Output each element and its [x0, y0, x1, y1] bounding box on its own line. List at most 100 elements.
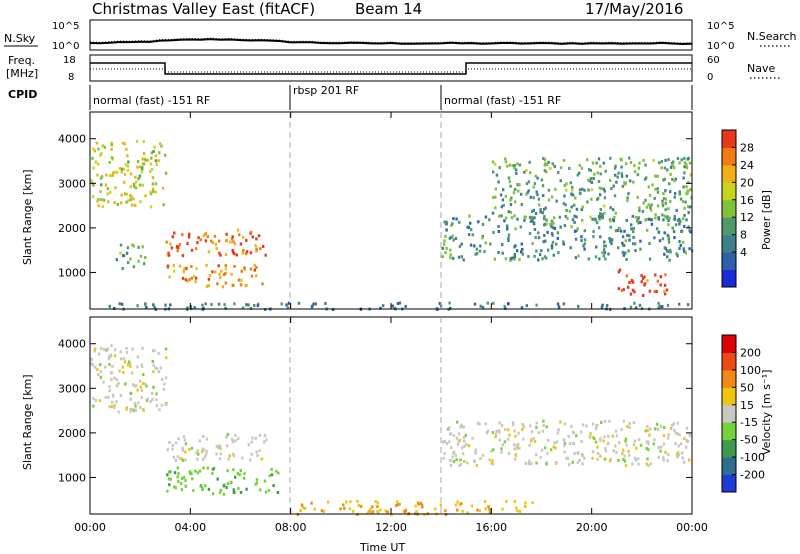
echo-cell — [549, 166, 552, 170]
echo-cell — [514, 434, 517, 438]
echo-cell — [107, 357, 111, 361]
echo-cell — [144, 302, 147, 306]
echo-cell — [264, 490, 268, 494]
echo-cell — [575, 207, 579, 211]
echo-cell — [645, 205, 649, 209]
echo-cell — [168, 483, 171, 487]
echo-cell — [507, 451, 511, 455]
echo-cell — [625, 174, 628, 178]
echo-cell — [674, 177, 677, 181]
echo-cell — [501, 198, 505, 202]
echo-cell — [591, 217, 594, 221]
echo-cell — [663, 289, 666, 293]
echo-cell — [376, 509, 379, 513]
echo-cell — [559, 179, 562, 183]
xtick-label: 16:00 — [475, 521, 507, 534]
echo-cell — [628, 281, 631, 284]
echo-cell — [624, 464, 628, 468]
echo-cell — [667, 453, 670, 457]
echo-cell — [576, 173, 579, 177]
echo-cell — [100, 198, 103, 202]
echo-cell — [590, 197, 593, 201]
echo-cell — [599, 193, 602, 197]
echo-cell — [615, 434, 619, 438]
echo-cell — [539, 455, 542, 459]
echo-cell — [604, 257, 607, 261]
echo-cell — [516, 509, 519, 513]
echo-cell — [576, 460, 580, 464]
ytick-label: 1000 — [58, 471, 86, 484]
echo-cell — [467, 444, 471, 448]
echo-cell — [646, 228, 649, 232]
echo-cell — [557, 428, 560, 432]
echo-cell — [473, 244, 476, 248]
echo-cell — [441, 440, 445, 444]
echo-cell — [559, 166, 563, 170]
echo-cell — [585, 424, 588, 428]
echo-cell — [154, 154, 158, 158]
echo-cell — [661, 305, 664, 309]
echo-cell — [592, 230, 595, 234]
echo-cell — [126, 168, 130, 172]
echo-cell — [682, 460, 686, 464]
echo-cell — [597, 180, 601, 183]
xtick-label: 12:00 — [375, 521, 407, 534]
echo-cell — [503, 428, 507, 431]
echo-cell — [176, 249, 179, 253]
echo-cell — [135, 139, 139, 143]
echo-cell — [564, 215, 567, 218]
echo-cell — [171, 235, 174, 239]
echo-cell — [249, 267, 253, 271]
echo-cell — [481, 222, 485, 226]
echo-cell — [525, 169, 528, 172]
echo-cell — [242, 248, 245, 252]
echo-cell — [134, 186, 138, 190]
echo-cell — [509, 184, 512, 188]
echo-cell — [115, 384, 119, 388]
echo-cell — [153, 349, 156, 353]
echo-cell — [484, 422, 487, 426]
echo-cell — [618, 227, 621, 230]
echo-cell — [606, 304, 609, 307]
echo-cell — [248, 458, 252, 462]
echo-cell — [419, 501, 423, 505]
echo-cell — [459, 458, 462, 462]
echo-cell — [660, 166, 663, 170]
echo-cell — [139, 254, 143, 258]
echo-cell — [452, 460, 456, 463]
echo-cell — [573, 452, 576, 456]
echo-cell — [547, 438, 550, 442]
echo-cell — [659, 283, 662, 287]
echo-cell — [628, 234, 631, 238]
echo-cell — [554, 187, 557, 191]
echo-cell — [507, 302, 510, 306]
echo-cell — [685, 426, 689, 430]
echo-cell — [174, 486, 177, 490]
echo-cell — [622, 288, 625, 292]
echo-cell — [129, 363, 132, 366]
colorbar-tick-label: 28 — [740, 141, 754, 154]
echo-cell — [381, 304, 385, 308]
echo-cell — [513, 447, 516, 451]
echo-cell — [255, 274, 258, 278]
echo-cell — [516, 162, 519, 166]
echo-cell — [642, 158, 645, 162]
echo-cell — [99, 176, 103, 180]
echo-cell — [232, 468, 235, 472]
echo-cell — [588, 168, 591, 172]
echo-cell — [140, 388, 143, 392]
echo-cell — [256, 304, 259, 308]
echo-cell — [258, 433, 262, 437]
echo-cell — [145, 306, 148, 309]
colorbar-tick-label: 200 — [740, 346, 761, 359]
echo-cell — [531, 501, 534, 505]
echo-cell — [149, 162, 153, 166]
echo-cell — [663, 292, 667, 296]
echo-cell — [634, 458, 638, 462]
echo-cell — [142, 373, 145, 377]
echo-cell — [257, 234, 261, 238]
echo-cell — [127, 160, 130, 164]
echo-cell — [504, 160, 508, 164]
echo-cell — [598, 186, 601, 190]
